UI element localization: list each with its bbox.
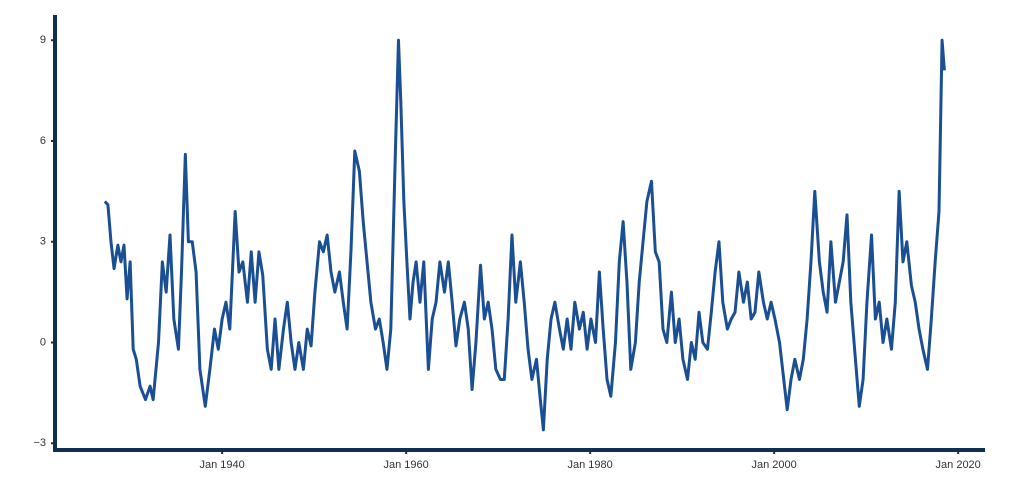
y-tick-label: 6 (40, 135, 46, 147)
x-tick-label: Jan 2000 (752, 459, 797, 471)
y-tick-label: 0 (40, 336, 46, 348)
y-tick-label: 9 (40, 34, 46, 46)
data-line (103, 38, 946, 432)
y-tick-label: 3 (40, 236, 46, 248)
x-tick-label: Jan 1960 (384, 459, 429, 471)
x-tick-label: Jan 2020 (936, 459, 981, 471)
x-tick-label: Jan 1980 (568, 459, 613, 471)
y-tick-label: −3 (33, 437, 46, 449)
x-tick-label: Jan 1940 (200, 459, 245, 471)
